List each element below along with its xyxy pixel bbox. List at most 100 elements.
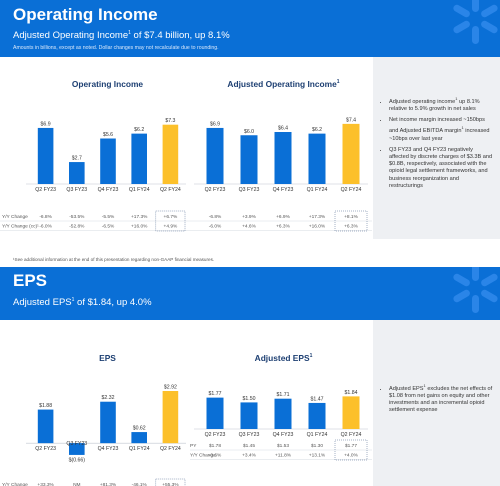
eps-chart: $1.88 Q2 FY23 $(0.66) Q3 FY23 $2.32 Q4 FY23 $0…: [2, 385, 186, 486]
category-label: Q3 FY23: [66, 187, 87, 193]
row-value: -6.5%: [102, 224, 115, 230]
commentary-bullet: Q3 FY23 and Q4 FY23 negatively affected …: [389, 147, 494, 190]
row-value: +33.3%: [37, 482, 54, 486]
row-value: +4.6%: [242, 224, 256, 230]
bar: [308, 133, 326, 184]
row-value: +81.3%: [100, 482, 117, 486]
subtitle-rest: of $7.4 billion, up 8.1%: [130, 30, 230, 42]
row-value: $1.53: [277, 443, 289, 449]
category-label: Q2 FY24: [160, 446, 181, 452]
bar: [240, 402, 258, 429]
spark-logo-icon: [453, 267, 498, 313]
spark-logo-icon: [453, 0, 498, 44]
row-value: +17.3%: [309, 214, 326, 220]
bar: [162, 391, 179, 444]
row-value: $1.78: [209, 443, 221, 449]
eps-header: EPS Adjusted EPS1 of $1.84, up 4.0%: [0, 267, 500, 320]
operating-income-commentary: Adjusted operating income1 up 8.1% relat…: [373, 57, 500, 239]
category-label: Q3 FY23: [239, 187, 260, 193]
bar: [131, 133, 147, 184]
category-label: Q4 FY23: [98, 187, 119, 193]
row-value: $1.30: [311, 443, 323, 449]
data-label: $1.47: [311, 396, 324, 402]
row-value: -53.5%: [69, 214, 85, 220]
data-label: $7.3: [165, 118, 175, 124]
data-label: $6.9: [41, 121, 51, 127]
row-label: Y/Y Change: [2, 482, 28, 486]
row-value: +16.0%: [309, 224, 326, 230]
bar: [131, 432, 147, 444]
bar: [69, 162, 85, 184]
chart-title-eps: EPS: [99, 353, 116, 363]
subtitle-sup: 1: [128, 30, 131, 36]
row-value: +16.0%: [131, 224, 148, 230]
bar: [37, 409, 54, 444]
slide-title: EPS: [13, 271, 48, 290]
row-value: -5.5%: [102, 214, 115, 220]
bar: [206, 127, 224, 184]
data-label: $6.2: [134, 127, 144, 133]
row-value: +17.3%: [131, 214, 148, 220]
operating-income-header: Operating Income Adjusted Operating Inco…: [0, 0, 500, 57]
row-value: -52.8%: [69, 224, 85, 230]
category-label: Q4 FY23: [273, 187, 294, 193]
category-label: Q3 FY23: [239, 432, 260, 438]
operating-income-chart: $6.9 Q2 FY23 $2.7 Q3 FY23 $5.6 Q4 FY23 $6.2 Q1 …: [0, 118, 190, 232]
row-value: NM: [73, 482, 80, 486]
slide-subtitle: Adjusted Operating Income1 of $7.4 billi…: [13, 30, 230, 41]
subtitle-text: Adjusted EPS: [13, 297, 72, 309]
row-value: -0.6%: [209, 453, 222, 459]
bar: [274, 398, 292, 429]
row-value: -6.0%: [39, 224, 52, 230]
category-label: Q2 FY24: [341, 187, 362, 193]
amounts-note: Amounts in billions, except as noted. Do…: [13, 45, 219, 51]
slide-title: Operating Income: [13, 5, 158, 24]
commentary-bullet: Adjusted EPS1 excludes the net effects o…: [389, 382, 494, 415]
data-label: $6.4: [278, 126, 288, 132]
bar: [100, 138, 116, 184]
data-label: $2.92: [164, 385, 177, 391]
category-label: Q4 FY23: [273, 432, 294, 438]
data-label: $1.88: [39, 403, 52, 409]
data-label: $1.77: [209, 391, 222, 397]
row-label: Y/Y Change: [190, 453, 216, 459]
category-label: Q2 FY23: [35, 187, 56, 193]
bar: [37, 127, 54, 184]
row-value: +6.3%: [344, 224, 358, 230]
category-label: Q4 FY23: [98, 446, 119, 452]
row-value: -6.8%: [39, 214, 52, 220]
row-value: +11.8%: [275, 453, 292, 459]
data-label: $6.0: [244, 129, 254, 135]
row-value: +4.9%: [164, 224, 178, 230]
data-label: $6.9: [210, 121, 220, 127]
eps-commentary: Adjusted EPS1 excludes the net effects o…: [373, 320, 500, 486]
bar: [100, 401, 116, 444]
row-label: PY: [190, 443, 197, 449]
category-label: Q1 FY24: [129, 446, 150, 452]
current-quarter-outline: [155, 478, 186, 486]
bar: [69, 443, 85, 455]
bar: [240, 135, 258, 184]
row-value: +8.1%: [344, 214, 358, 220]
bar: [308, 402, 326, 429]
data-label: $2.7: [72, 156, 82, 162]
data-label: $1.50: [243, 396, 256, 402]
row-value: +4.0%: [344, 453, 358, 459]
category-label: Q2 FY23: [205, 187, 226, 193]
bar: [162, 124, 179, 184]
row-value: +6.9%: [276, 214, 290, 220]
row-value: +13.1%: [309, 453, 326, 459]
row-value: -46.1%: [132, 482, 148, 486]
data-label: $7.4: [346, 117, 356, 123]
data-label: $6.2: [312, 127, 322, 133]
non-gaap-footnote: ¹See additional information at the end o…: [13, 257, 215, 262]
data-label: $0.62: [133, 426, 146, 432]
row-value: $1.77: [345, 443, 357, 449]
row-label: Y/Y Change (cc)¹: [2, 224, 39, 230]
data-label: $(0.66): [69, 457, 86, 463]
category-label: Q2 FY23: [35, 446, 56, 452]
row-value: +6.3%: [276, 224, 290, 230]
chart-title-operating-income: Operating Income: [71, 79, 144, 89]
chart-title-adjusted-eps: Adjusted EPS1: [254, 353, 313, 363]
bar: [342, 123, 360, 184]
